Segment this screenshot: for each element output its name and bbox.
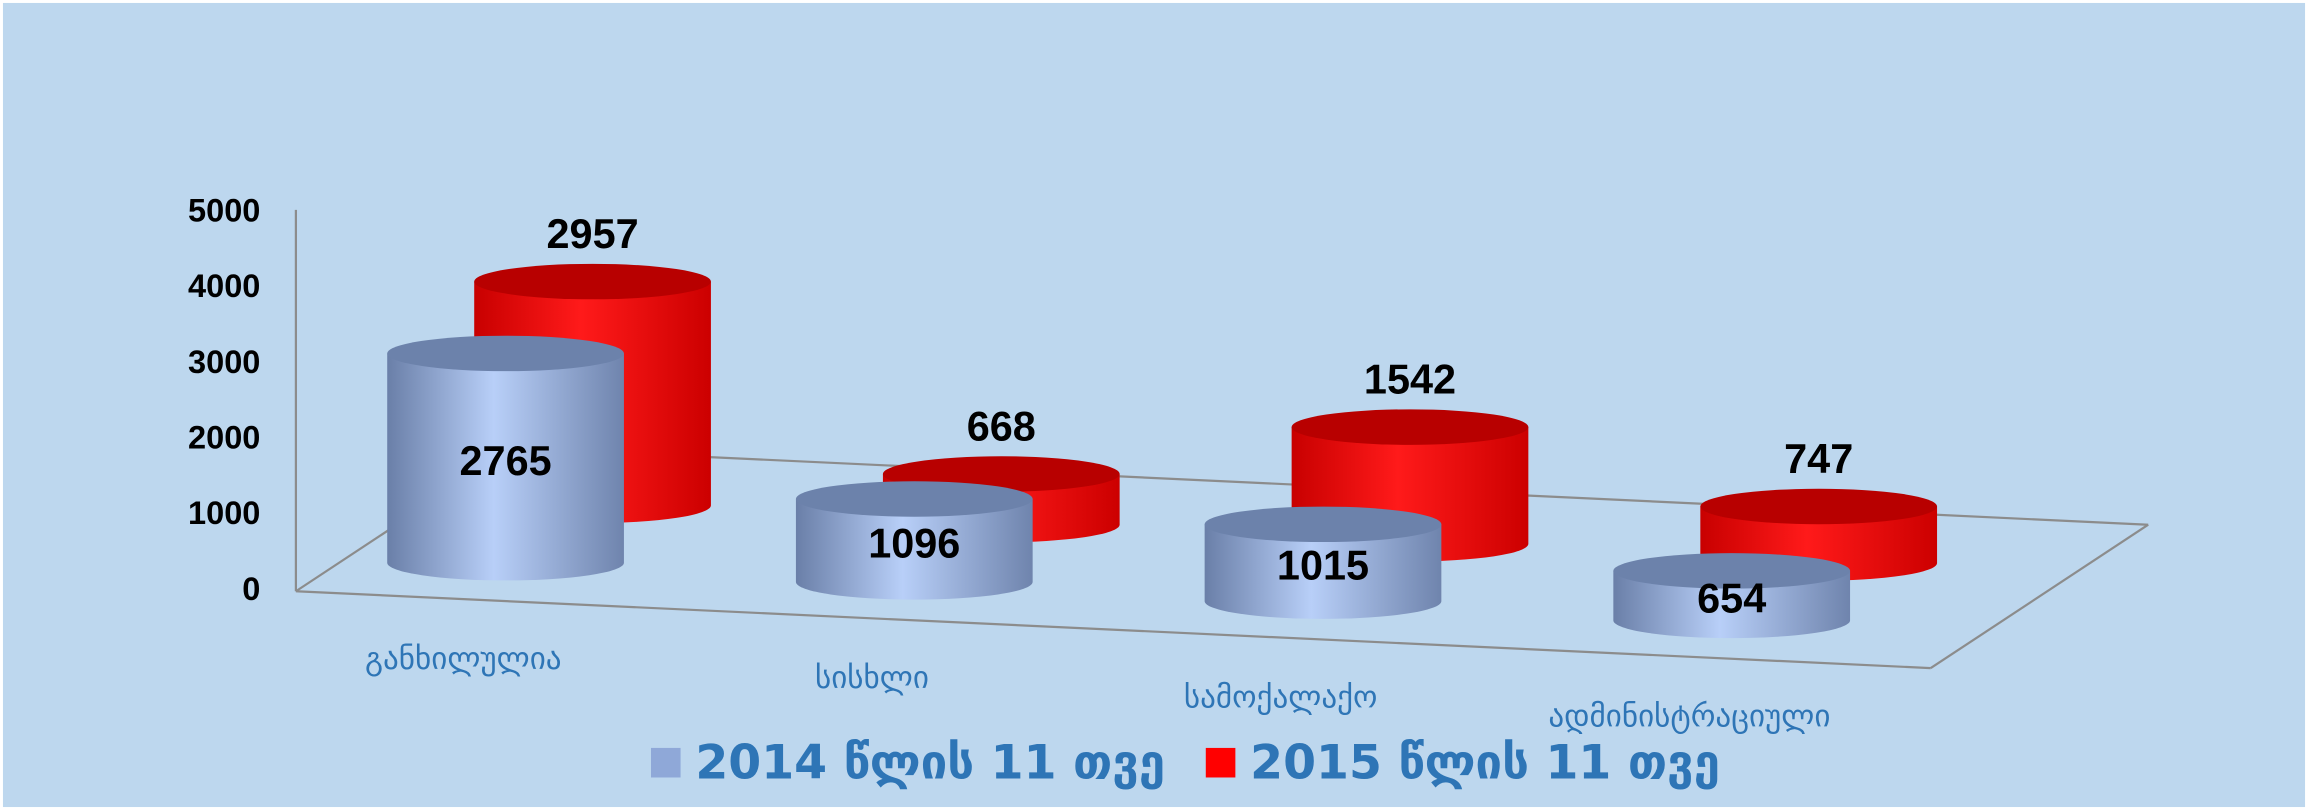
y-tick-label: 0	[242, 571, 260, 607]
data-label: 668	[967, 404, 1036, 450]
data-label: 2765	[460, 438, 552, 484]
cylinder-top	[474, 263, 711, 300]
x-tick-label: ადმინისტრაციული	[1548, 699, 1830, 735]
cylinder-top	[1204, 506, 1442, 543]
y-tick-label: 3000	[188, 344, 260, 380]
cylinder-top	[1700, 488, 1938, 525]
cylinder-top	[387, 335, 624, 372]
x-tick-label: განხილულია	[365, 641, 562, 677]
x-tick-label: სისხლი	[815, 660, 929, 696]
legend-label: 2014 წლის 11 თვე	[695, 736, 1165, 791]
legend-swatch	[650, 747, 681, 778]
x-tick-label: სამოქალაქო	[1184, 679, 1378, 715]
cylinder	[387, 353, 624, 581]
legend-label: 2015 წლის 11 თვე	[1250, 736, 1720, 791]
plot: 0 1000 2000 3000 4000 5000 განხილულია სისხლი სამ…	[188, 192, 1938, 735]
y-tick-label: 2000	[188, 419, 260, 455]
cylinder	[795, 498, 1033, 600]
cylinder-top	[795, 481, 1033, 517]
data-label: 1542	[1364, 357, 1456, 403]
y-tick-label: 4000	[188, 268, 260, 304]
y-tick-label: 5000	[188, 192, 260, 228]
data-label: 747	[1784, 436, 1853, 482]
data-label: 1096	[868, 520, 960, 566]
data-label: 1015	[1277, 543, 1369, 589]
data-label: 654	[1697, 575, 1766, 621]
cylinder	[1613, 570, 1851, 639]
legend-swatch	[1205, 747, 1236, 778]
cylinder-top	[1291, 409, 1529, 445]
legend: 2014 წლის 11 თვე 2015 წლის 11 თვე	[650, 736, 1720, 791]
cylinder-top	[1613, 553, 1851, 589]
data-label: 2957	[547, 211, 639, 257]
y-tick-label: 1000	[188, 495, 260, 531]
cylinder	[1204, 524, 1442, 619]
